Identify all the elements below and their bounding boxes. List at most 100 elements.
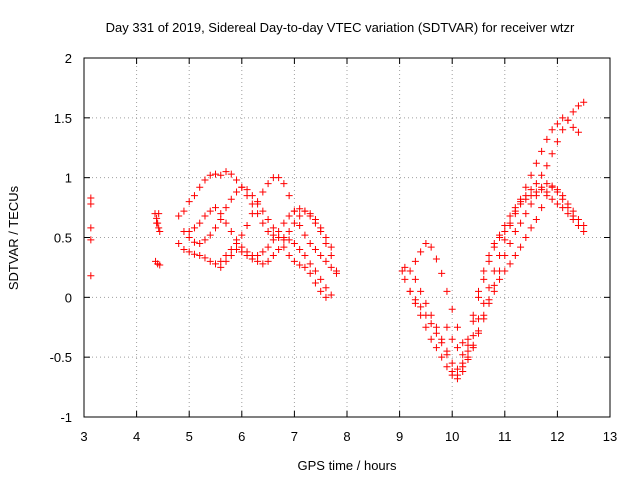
data-point bbox=[227, 170, 235, 178]
data-point bbox=[259, 207, 267, 215]
data-point bbox=[290, 219, 298, 227]
data-point bbox=[243, 186, 251, 194]
data-point bbox=[301, 251, 309, 259]
data-point bbox=[280, 219, 288, 227]
data-point bbox=[248, 192, 256, 200]
data-point bbox=[290, 239, 298, 247]
data-point bbox=[453, 323, 461, 331]
x-tick-label: 7 bbox=[291, 429, 298, 444]
data-point bbox=[155, 210, 163, 218]
data-point bbox=[227, 251, 235, 259]
data-point bbox=[559, 114, 567, 122]
y-tick-label: 1.5 bbox=[54, 111, 72, 126]
data-point bbox=[217, 216, 225, 224]
data-point bbox=[322, 293, 330, 301]
data-point bbox=[201, 212, 209, 220]
data-point bbox=[464, 353, 472, 361]
data-point bbox=[538, 147, 546, 155]
data-point bbox=[422, 299, 430, 307]
x-tick-labels: 3 4 5 6 7 8 9 10 11 12 13 bbox=[80, 429, 617, 444]
data-point bbox=[238, 231, 246, 239]
data-point bbox=[496, 275, 504, 283]
data-point bbox=[569, 216, 577, 224]
axis-ticks bbox=[83, 57, 611, 418]
data-point bbox=[438, 269, 446, 277]
data-point bbox=[517, 243, 525, 251]
data-point bbox=[280, 243, 288, 251]
data-point bbox=[459, 339, 467, 347]
data-point bbox=[443, 363, 451, 371]
data-point bbox=[156, 261, 164, 269]
data-point bbox=[180, 207, 188, 215]
data-point bbox=[548, 126, 556, 134]
data-point bbox=[301, 207, 309, 215]
data-point bbox=[401, 263, 409, 271]
data-point bbox=[227, 228, 235, 236]
data-point bbox=[222, 204, 230, 212]
data-point bbox=[322, 284, 330, 292]
data-point bbox=[275, 245, 283, 253]
data-point bbox=[269, 224, 277, 232]
data-point bbox=[206, 171, 214, 179]
data-point bbox=[490, 267, 498, 275]
data-point bbox=[448, 368, 456, 376]
x-tick-label: 12 bbox=[550, 429, 564, 444]
data-point bbox=[522, 210, 530, 218]
data-point bbox=[175, 212, 183, 220]
x-tick-label: 10 bbox=[445, 429, 459, 444]
data-points bbox=[87, 98, 588, 383]
data-point bbox=[87, 272, 95, 280]
data-point bbox=[406, 287, 414, 295]
data-point bbox=[317, 224, 325, 232]
y-tick-label: -1 bbox=[60, 410, 72, 425]
data-point bbox=[448, 359, 456, 367]
data-point bbox=[269, 236, 277, 244]
data-point bbox=[264, 243, 272, 251]
data-point bbox=[464, 347, 472, 355]
data-point bbox=[564, 200, 572, 208]
data-point bbox=[238, 248, 246, 256]
data-point bbox=[217, 210, 225, 218]
data-point bbox=[190, 238, 198, 246]
data-point bbox=[296, 261, 304, 269]
data-point bbox=[217, 263, 225, 271]
data-point bbox=[185, 248, 193, 256]
data-point bbox=[559, 204, 567, 212]
data-point bbox=[432, 344, 440, 352]
data-point bbox=[490, 287, 498, 295]
data-point bbox=[254, 200, 262, 208]
data-point bbox=[185, 234, 193, 241]
data-point bbox=[580, 228, 588, 236]
data-point bbox=[175, 239, 183, 247]
y-tick-label: 2 bbox=[65, 51, 72, 66]
data-point bbox=[406, 267, 414, 275]
data-point bbox=[438, 353, 446, 361]
data-point bbox=[485, 284, 493, 292]
data-point bbox=[180, 245, 188, 253]
data-point bbox=[306, 239, 314, 247]
data-point bbox=[475, 329, 482, 337]
data-point bbox=[180, 228, 188, 236]
x-tick-label: 3 bbox=[80, 429, 87, 444]
data-point bbox=[517, 200, 525, 208]
data-point bbox=[280, 180, 288, 188]
data-point bbox=[327, 243, 335, 251]
data-point bbox=[212, 260, 219, 268]
data-point bbox=[87, 224, 95, 232]
data-point bbox=[553, 186, 561, 194]
data-point bbox=[490, 281, 498, 289]
plot-frame bbox=[83, 57, 611, 418]
data-point bbox=[522, 234, 530, 241]
data-point bbox=[275, 228, 283, 236]
data-point bbox=[311, 279, 319, 287]
data-point bbox=[317, 275, 325, 283]
data-point bbox=[475, 287, 482, 295]
data-point bbox=[480, 275, 488, 283]
y-axis-label: SDTVAR / TECUs bbox=[6, 185, 21, 290]
data-point bbox=[553, 200, 561, 208]
data-point bbox=[285, 251, 293, 259]
data-point bbox=[417, 287, 425, 295]
data-point bbox=[290, 257, 298, 265]
data-point bbox=[212, 170, 219, 178]
data-point bbox=[453, 365, 461, 373]
